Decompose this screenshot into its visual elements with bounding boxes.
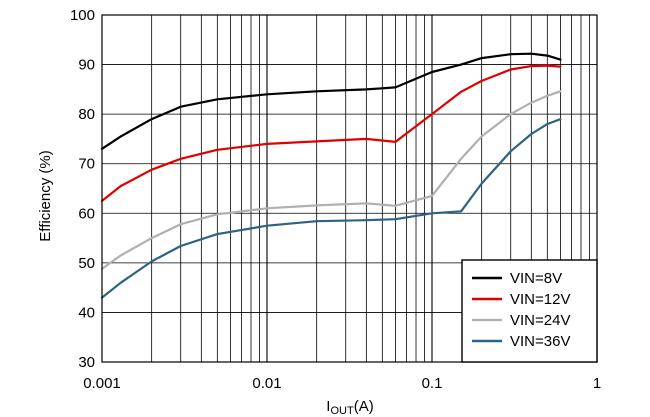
y-tick-label: 50 <box>78 255 95 272</box>
series-line <box>100 52 562 150</box>
x-axis-title-unit: (A) <box>354 398 374 415</box>
series-line <box>100 90 562 270</box>
x-tick-label: 1 <box>593 375 601 392</box>
y-tick-label: 70 <box>78 156 95 173</box>
plot-frame <box>101 14 598 363</box>
y-tick-label: 90 <box>78 57 95 74</box>
y-tick-label: 80 <box>78 106 95 123</box>
y-tick-label: 30 <box>78 354 95 371</box>
series-line <box>100 117 562 299</box>
series-line <box>100 64 562 202</box>
x-tick-label: 0.1 <box>422 375 443 392</box>
x-axis-title-main: I <box>326 398 330 415</box>
x-tick-label: 0.001 <box>83 375 121 392</box>
series-lines <box>100 52 562 299</box>
x-tick-labels: 0.001 0.01 0.1 1 <box>83 375 601 392</box>
legend-label: VIN=36V <box>510 333 570 350</box>
x-axis-title-subscript: OUT <box>330 405 354 417</box>
y-tick-label: 60 <box>78 205 95 222</box>
y-tick-label: 100 <box>70 7 95 24</box>
y-tick-label: 40 <box>78 304 95 321</box>
x-tick-label: 0.01 <box>252 375 281 392</box>
y-tick-labels: 30 40 50 60 70 80 90 100 <box>70 7 95 371</box>
x-axis-title: IOUT(A) <box>326 398 373 417</box>
legend-label: VIN=24V <box>510 312 570 329</box>
legend: VIN=8V VIN=12V VIN=24V VIN=36V <box>461 259 598 363</box>
legend-label: VIN=12V <box>510 291 570 308</box>
y-axis-title: Efficiency (%) <box>37 150 54 241</box>
legend-label: VIN=8V <box>510 270 562 287</box>
